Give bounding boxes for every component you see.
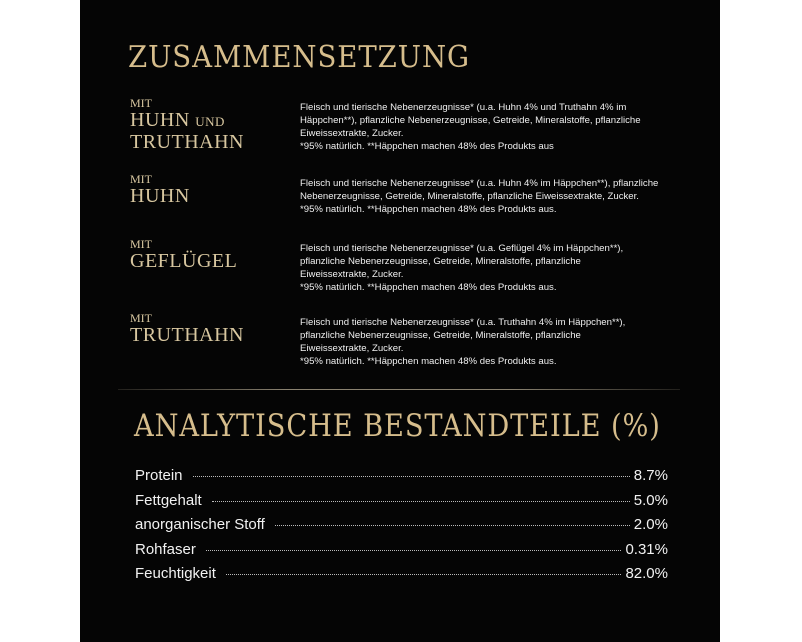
ingredients-line: Fleisch und tierische Nebenerzeugnisse* …: [300, 243, 624, 254]
analysis-label: Fettgehalt: [135, 491, 202, 509]
analysis-row: Fettgehalt 5.0%: [135, 492, 668, 517]
variant-name-part: TRUTHAHN: [130, 131, 244, 153]
dot-leader: [205, 549, 622, 551]
ingredients-line: Fleisch und tierische Nebenerzeugnisse* …: [300, 317, 626, 328]
ingredients-footnote: *95% natürlich. **Häppchen machen 48% de…: [300, 204, 557, 215]
analysis-value: 0.31%: [625, 540, 668, 558]
variant-name: TRUTHAHN: [130, 324, 244, 346]
ingredients-line: Eiweissextrakte, Zucker.: [300, 269, 404, 280]
analysis-value: 5.0%: [633, 491, 668, 509]
ingredients-text: Fleisch und tierische Nebenerzeugnisse* …: [300, 316, 700, 368]
variant-prefix: MIT: [130, 96, 152, 110]
ingredients-line: Eiweissextrakte, Zucker.: [300, 128, 404, 139]
analysis-label: Protein: [135, 467, 183, 484]
ingredients-line: Fleisch und tierische Nebenerzeugnisse* …: [300, 178, 659, 189]
dot-leader: [225, 574, 622, 575]
variant-name: HUHN UND: [130, 110, 244, 132]
analysis-value: 82.0%: [625, 565, 668, 582]
analysis-label: Rohfaser: [135, 540, 196, 558]
dot-leader: [274, 525, 630, 526]
analysis-title: ANALYTISCHE BESTANDTEILE (%): [134, 408, 661, 444]
analysis-row: Protein 8.7%: [135, 467, 668, 492]
analysis-value: 8.7%: [633, 467, 668, 484]
variant-prefix: MIT: [130, 237, 152, 251]
ingredients-text: Fleisch und tierische Nebenerzeugnisse* …: [300, 101, 700, 153]
section-divider: [118, 389, 680, 390]
ingredients-line: Nebenerzeugnisse, Getreide, Mineralstoff…: [300, 191, 639, 202]
analysis-row: Feuchtigkeit 82.0%: [135, 565, 668, 590]
ingredients-line: Fleisch und tierische Nebenerzeugnisse* …: [300, 102, 627, 113]
ingredients-line: Häppchen**), pflanzliche Nebenerzeugniss…: [300, 115, 641, 126]
ingredients-footnote: *95% natürlich. **Häppchen machen 48% de…: [300, 282, 557, 293]
variant-conjunction: UND: [195, 114, 225, 129]
analysis-row: Rohfaser 0.31%: [135, 541, 668, 566]
variant-name: GEFLÜGEL: [130, 250, 238, 272]
variant-name: HUHN: [130, 185, 190, 207]
analysis-row: anorganischer Stoff 2.0%: [135, 516, 668, 541]
composition-title: ZUSAMMENSETZUNG: [128, 40, 470, 75]
analysis-value: 2.0%: [633, 516, 668, 533]
ingredients-line: Eiweissextrakte, Zucker.: [300, 343, 404, 354]
ingredients-footnote: *95% natürlich. **Häppchen machen 48% de…: [300, 356, 557, 367]
dot-leader: [192, 476, 630, 477]
ingredients-line: pflanzliche Nebenerzeugnisse, Getreide, …: [300, 330, 581, 341]
analysis-label: anorganischer Stoff: [135, 516, 265, 533]
variant-label: MIT GEFLÜGEL: [130, 238, 237, 272]
variant-name-part: HUHN: [130, 109, 190, 131]
product-info-panel: ZUSAMMENSETZUNG MIT HUHN UND TRUTHAHN Fl…: [80, 0, 720, 642]
dot-leader: [211, 500, 630, 502]
ingredients-text: Fleisch und tierische Nebenerzeugnisse* …: [300, 242, 700, 294]
ingredients-text: Fleisch und tierische Nebenerzeugnisse* …: [300, 177, 700, 216]
variant-prefix: MIT: [130, 172, 152, 186]
analysis-label: Feuchtigkeit: [135, 565, 216, 582]
variant-label: MIT TRUTHAHN: [130, 312, 244, 346]
ingredients-line: pflanzliche Nebenerzeugnisse, Getreide, …: [300, 256, 581, 267]
variant-label: MIT HUHN: [130, 173, 190, 207]
variant-label: MIT HUHN UND TRUTHAHN: [130, 97, 244, 153]
ingredients-footnote: *95% natürlich. **Häppchen machen 48% de…: [300, 141, 554, 152]
variant-prefix: MIT: [130, 311, 152, 325]
analysis-table: Protein 8.7% Fettgehalt 5.0% anorganischer…: [135, 467, 668, 590]
